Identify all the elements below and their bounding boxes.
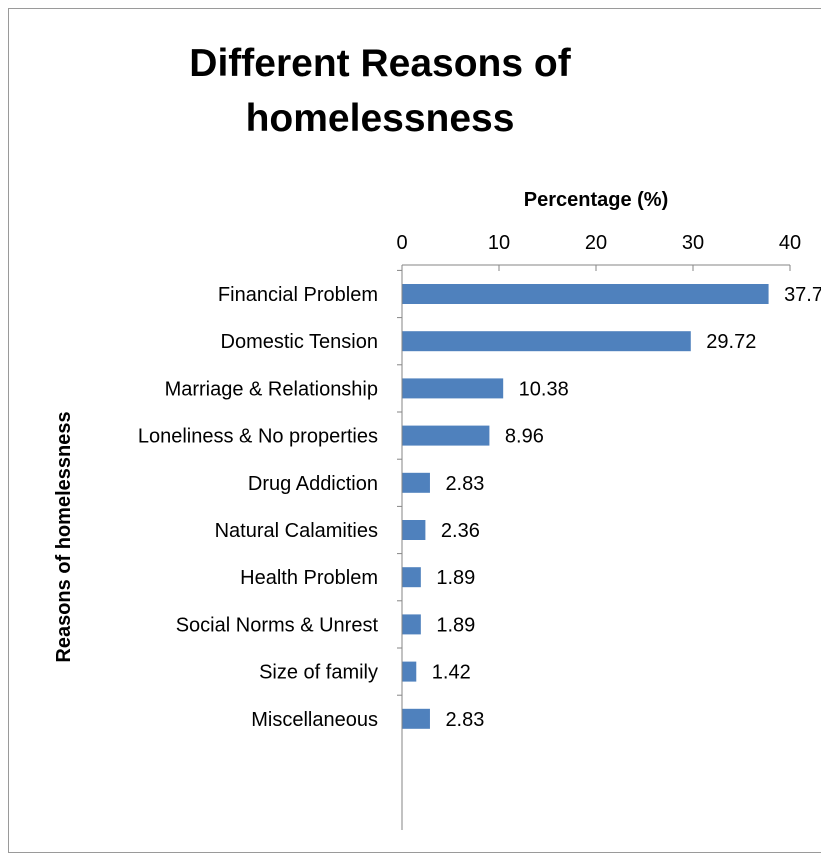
bar [402, 284, 769, 304]
y-axis-title: Reasons of homelessness [53, 411, 75, 662]
bar [402, 425, 490, 446]
category-label: Domestic Tension [221, 331, 378, 353]
x-axis-ticks: 0 10 20 30 40 [396, 232, 801, 271]
bar [402, 567, 421, 588]
data-labels: 37.74 29.72 10.38 8.96 2.83 2.36 1.89 1.89 1.42 2… [432, 284, 821, 731]
x-tick-label: 20 [585, 232, 607, 254]
value-label: 2.83 [445, 473, 484, 495]
category-label: Size of family [259, 662, 378, 684]
bar [402, 378, 504, 399]
value-label: 10.38 [519, 378, 569, 400]
category-label: Miscellaneous [251, 709, 378, 731]
category-label: Marriage & Relationship [165, 378, 378, 400]
bar-series [397, 269, 769, 729]
chart-title-line-1: Different Reasons of [189, 42, 571, 85]
bar [402, 472, 430, 493]
category-label: Social Norms & Unrest [176, 614, 379, 636]
bar [402, 661, 417, 682]
category-label: Loneliness & No properties [138, 426, 378, 448]
value-label: 2.36 [441, 520, 480, 542]
value-label: 37.74 [784, 284, 821, 306]
value-label: 2.83 [445, 709, 484, 731]
category-label: Drug Addiction [248, 473, 378, 495]
bar [402, 614, 421, 635]
bar [402, 708, 430, 729]
x-tick-label: 10 [488, 232, 510, 254]
category-label: Health Problem [240, 567, 378, 589]
value-label: 1.89 [436, 614, 475, 636]
value-label: 29.72 [706, 331, 756, 353]
category-labels: Financial Problem Domestic Tension Marriag… [138, 284, 379, 731]
chart-title: Different Reasons of homelessness [80, 36, 680, 146]
chart-title-line-2: homelessness [245, 97, 515, 140]
chart-area-border [8, 8, 821, 853]
x-tick-label: 0 [396, 232, 407, 254]
bar [402, 331, 691, 352]
x-tick-label: 40 [779, 232, 801, 254]
value-label: 1.42 [432, 662, 471, 684]
category-label: Natural Calamities [215, 520, 378, 542]
x-tick-label: 30 [682, 232, 704, 254]
category-label: Financial Problem [218, 284, 378, 306]
x-axis-title: Percentage (%) [524, 189, 669, 211]
value-label: 8.96 [505, 426, 544, 448]
bar [402, 520, 426, 540]
value-label: 1.89 [436, 567, 475, 589]
